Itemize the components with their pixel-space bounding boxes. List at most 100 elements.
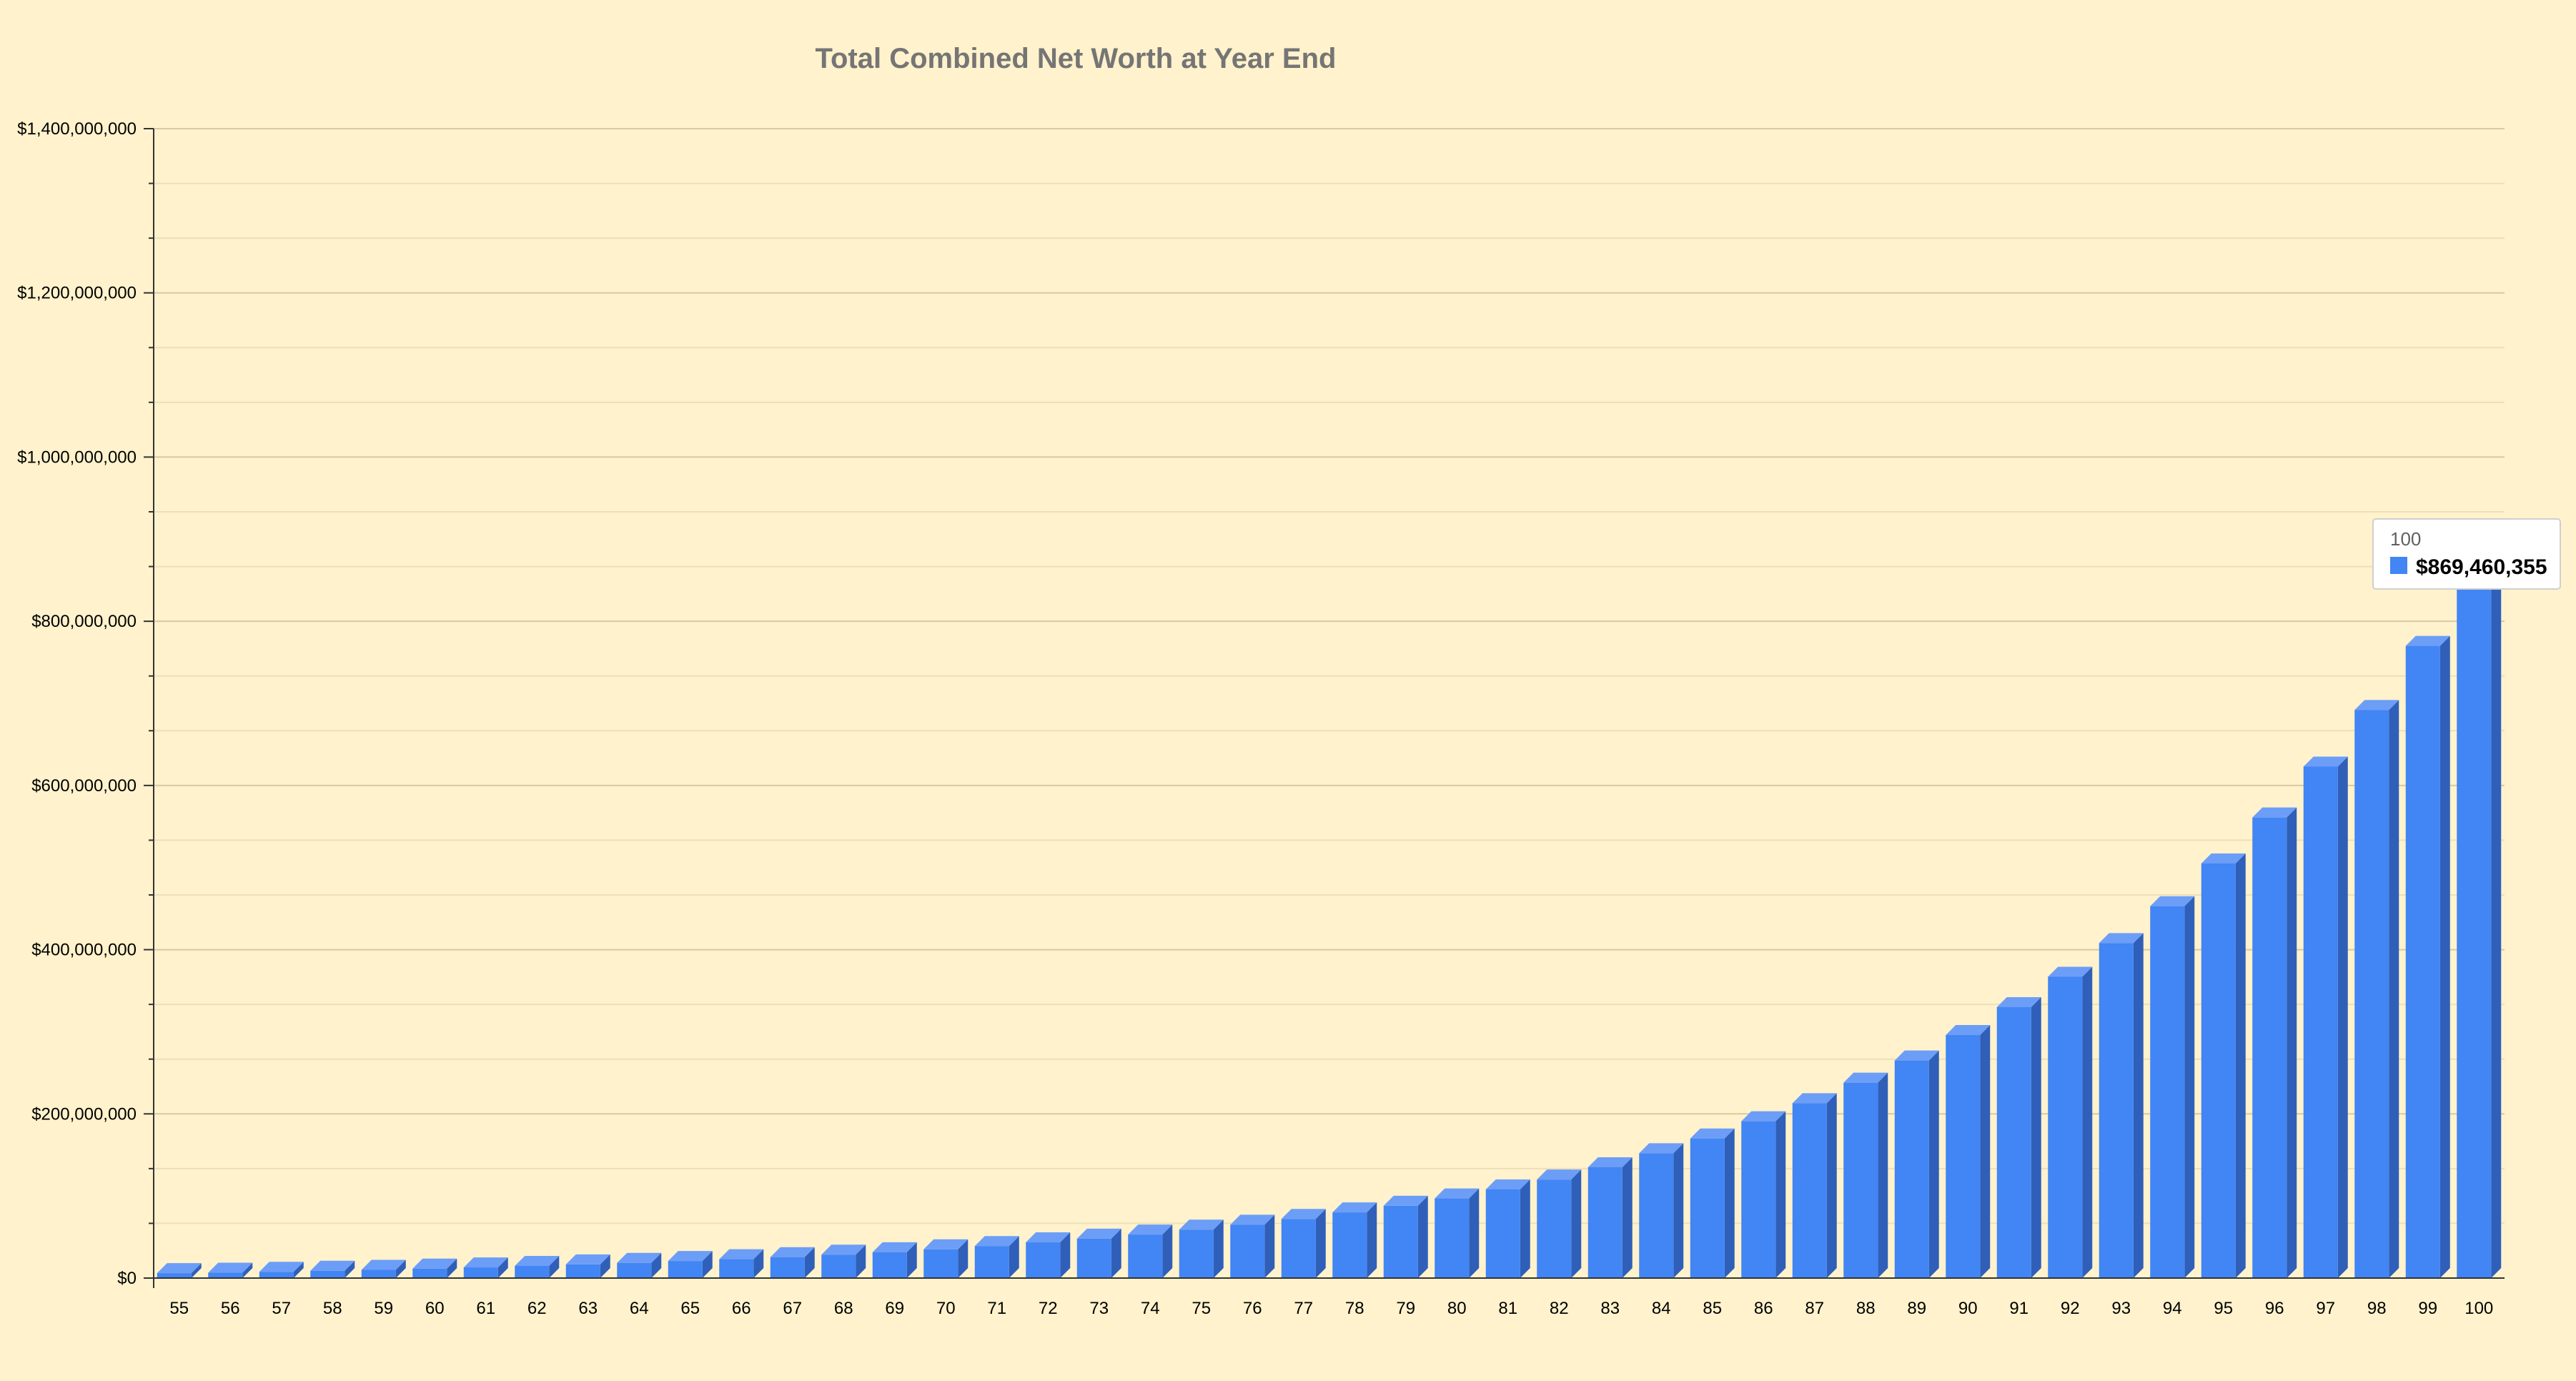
bar-57[interactable] bbox=[259, 1262, 304, 1278]
bar-78[interactable] bbox=[1332, 1202, 1377, 1278]
bar-66[interactable] bbox=[719, 1249, 764, 1278]
bar-front bbox=[1485, 1189, 1520, 1278]
y-tick-label: $1,200,000,000 bbox=[17, 284, 137, 303]
bar-67[interactable] bbox=[770, 1247, 815, 1278]
bar-76[interactable] bbox=[1230, 1214, 1275, 1278]
bar-60[interactable] bbox=[412, 1258, 457, 1278]
bar-side bbox=[447, 1258, 457, 1278]
x-tick-label: 90 bbox=[1958, 1299, 1978, 1318]
bar-front bbox=[872, 1252, 907, 1278]
bar-88[interactable] bbox=[1843, 1072, 1888, 1278]
bar-64[interactable] bbox=[617, 1252, 662, 1278]
bar-front bbox=[2252, 817, 2287, 1278]
bar-top bbox=[565, 1254, 610, 1264]
bar-96[interactable] bbox=[2252, 807, 2297, 1278]
bar-front bbox=[1639, 1153, 1674, 1278]
bar-front bbox=[1383, 1205, 1418, 1278]
bar-top bbox=[157, 1263, 202, 1274]
bar-side bbox=[906, 1242, 917, 1278]
y-tick-label: $600,000,000 bbox=[31, 776, 137, 796]
bar-top bbox=[1894, 1050, 1939, 1061]
bar-75[interactable] bbox=[1179, 1219, 1224, 1278]
chart-title: Total Combined Net Worth at Year End bbox=[816, 43, 1337, 74]
bar-top bbox=[923, 1239, 969, 1249]
bar-side bbox=[1060, 1232, 1071, 1278]
x-tick-label: 81 bbox=[1498, 1299, 1517, 1318]
bar-side bbox=[651, 1252, 662, 1278]
bar-top bbox=[515, 1256, 560, 1267]
bar-top bbox=[2354, 700, 2399, 711]
bar-86[interactable] bbox=[1741, 1111, 1786, 1278]
bar-89[interactable] bbox=[1894, 1050, 1939, 1278]
bar-91[interactable] bbox=[1996, 996, 2041, 1278]
x-tick-label: 89 bbox=[1907, 1299, 1926, 1318]
x-tick-label: 92 bbox=[2061, 1299, 2080, 1318]
bar-front bbox=[1894, 1060, 1929, 1278]
bar-front bbox=[1281, 1219, 1316, 1278]
bar-85[interactable] bbox=[1690, 1128, 1735, 1278]
bar-79[interactable] bbox=[1383, 1195, 1428, 1278]
tooltip: 100 $869,460,355 bbox=[2372, 518, 2561, 590]
bar-87[interactable] bbox=[1792, 1093, 1837, 1278]
bar-94[interactable] bbox=[2150, 896, 2195, 1278]
bar-55[interactable] bbox=[157, 1263, 202, 1278]
bar-top bbox=[872, 1242, 917, 1252]
bar-side bbox=[2184, 896, 2195, 1278]
x-tick-label: 61 bbox=[476, 1299, 495, 1318]
bar-74[interactable] bbox=[1128, 1224, 1173, 1278]
x-tick-label: 68 bbox=[834, 1299, 853, 1318]
bar-61[interactable] bbox=[463, 1257, 508, 1278]
bar-top bbox=[1435, 1188, 1480, 1199]
bar-front bbox=[923, 1249, 958, 1278]
bar-front bbox=[1690, 1138, 1725, 1278]
bar-front bbox=[1076, 1238, 1111, 1278]
bar-top bbox=[668, 1251, 713, 1262]
bar-top bbox=[2201, 853, 2246, 863]
bar-top bbox=[1179, 1219, 1224, 1230]
bar-63[interactable] bbox=[565, 1254, 610, 1278]
bar-side bbox=[2337, 756, 2348, 1278]
bar-72[interactable] bbox=[1026, 1232, 1071, 1278]
bar-front bbox=[157, 1273, 192, 1278]
bar-92[interactable] bbox=[2048, 966, 2093, 1278]
bar-62[interactable] bbox=[515, 1256, 560, 1278]
x-tick-label: 76 bbox=[1243, 1299, 1262, 1318]
bar-side bbox=[2287, 807, 2297, 1278]
x-tick-label: 87 bbox=[1805, 1299, 1824, 1318]
bar-top bbox=[1026, 1232, 1071, 1243]
bar-top bbox=[463, 1257, 508, 1268]
bar-side bbox=[2491, 554, 2502, 1278]
bar-59[interactable] bbox=[361, 1259, 406, 1278]
bar-97[interactable] bbox=[2303, 756, 2348, 1278]
bar-top bbox=[1076, 1228, 1121, 1239]
bar-84[interactable] bbox=[1639, 1143, 1684, 1278]
bar-56[interactable] bbox=[208, 1262, 253, 1278]
bars[interactable] bbox=[157, 554, 2502, 1278]
bar-68[interactable] bbox=[821, 1244, 866, 1278]
bar-95[interactable] bbox=[2201, 853, 2246, 1278]
bar-98[interactable] bbox=[2354, 700, 2399, 1278]
bar-99[interactable] bbox=[2405, 635, 2450, 1278]
bar-82[interactable] bbox=[1537, 1169, 1582, 1278]
bar-100[interactable] bbox=[2457, 554, 2502, 1278]
bar-58[interactable] bbox=[310, 1260, 355, 1278]
bar-71[interactable] bbox=[974, 1236, 1019, 1278]
bar-65[interactable] bbox=[668, 1251, 713, 1278]
bar-front bbox=[412, 1268, 447, 1278]
bar-front bbox=[1179, 1229, 1214, 1278]
bar-front bbox=[1792, 1103, 1827, 1278]
bar-81[interactable] bbox=[1485, 1179, 1530, 1278]
bar-front bbox=[1332, 1212, 1367, 1278]
bar-90[interactable] bbox=[1946, 1025, 1991, 1278]
bar-83[interactable] bbox=[1587, 1157, 1633, 1278]
x-tick-label: 72 bbox=[1039, 1299, 1058, 1318]
bar-80[interactable] bbox=[1435, 1188, 1480, 1278]
bar-70[interactable] bbox=[923, 1239, 969, 1278]
bar-side bbox=[1724, 1128, 1735, 1278]
bar-93[interactable] bbox=[2099, 933, 2144, 1278]
bar-side bbox=[600, 1254, 610, 1278]
bar-73[interactable] bbox=[1076, 1228, 1121, 1278]
bar-77[interactable] bbox=[1281, 1209, 1326, 1278]
bar-front bbox=[668, 1261, 703, 1278]
bar-69[interactable] bbox=[872, 1242, 917, 1278]
